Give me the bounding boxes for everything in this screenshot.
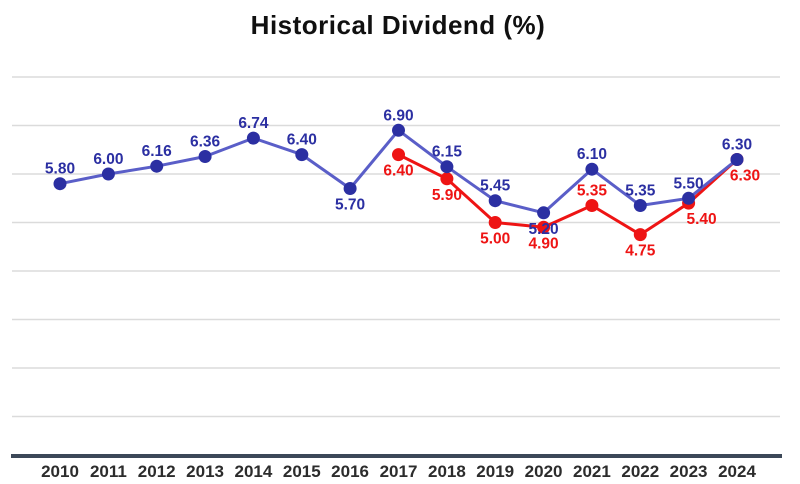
data-point-dividend-blue-2016: [343, 182, 357, 195]
series-dividend-blue: 5.80 6.00 6.16 6.36 6.74 6.40 5.70 6.90 6.15 5.45…: [45, 107, 752, 238]
data-label-dividend-red-2023: 5.40: [687, 211, 717, 228]
data-label-dividend-blue-2015: 6.40: [287, 132, 317, 149]
data-point-dividend-red-2017: [392, 148, 405, 162]
data-point-dividend-blue-2023: [682, 191, 696, 205]
data-point-dividend-blue-2014: [246, 131, 260, 145]
data-label-dividend-blue-2014: 6.74: [238, 115, 269, 132]
series-dividend-red: 6.40 5.90 5.00 4.90 5.35 4.75 5.40 6.30: [383, 148, 760, 260]
data-point-dividend-blue-2010: [53, 177, 67, 191]
data-label-dividend-red-2017: 6.40: [383, 163, 413, 180]
data-label-dividend-blue-2021: 6.10: [577, 146, 607, 163]
x-tick-2022: 2022: [621, 462, 659, 481]
x-tick-2013: 2013: [186, 462, 224, 481]
x-tick-2023: 2023: [670, 462, 708, 481]
gridlines: [12, 76, 780, 418]
data-point-dividend-blue-2015: [295, 148, 309, 162]
chart-title: Historical Dividend (%): [251, 10, 546, 40]
data-point-dividend-blue-2012: [150, 159, 164, 173]
data-label-dividend-blue-2023: 5.50: [674, 175, 704, 192]
data-point-dividend-red-2018: [440, 172, 454, 186]
data-label-dividend-blue-2012: 6.16: [142, 143, 173, 160]
data-point-dividend-red-2022: [633, 228, 647, 242]
data-label-dividend-blue-2013: 6.36: [190, 134, 221, 151]
x-tick-2024: 2024: [718, 462, 756, 481]
x-tick-2021: 2021: [573, 462, 611, 481]
line-dividend-red: [397, 153, 739, 237]
x-tick-2014: 2014: [234, 462, 272, 481]
data-point-dividend-blue-2020: [537, 206, 551, 220]
data-label-dividend-blue-2017: 6.90: [383, 107, 413, 124]
x-tick-2011: 2011: [90, 462, 127, 481]
data-point-dividend-red-2021: [585, 199, 599, 212]
data-label-dividend-blue-2010: 5.80: [45, 161, 75, 178]
data-label-dividend-red-2022: 4.75: [625, 243, 656, 260]
x-tick-2019: 2019: [476, 462, 514, 481]
x-tick-2012: 2012: [138, 462, 176, 481]
data-label-dividend-red-2021: 5.35: [577, 183, 608, 200]
data-point-dividend-blue-2013: [198, 150, 212, 163]
data-label-dividend-red-2019: 5.00: [480, 231, 510, 248]
x-tick-2015: 2015: [283, 462, 321, 481]
data-point-dividend-blue-2021: [585, 162, 599, 176]
x-tick-2018: 2018: [428, 462, 466, 481]
data-point-dividend-red-2019: [488, 216, 502, 229]
data-point-dividend-blue-2018: [440, 160, 454, 174]
x-axis-labels: 2010 2011 2012 2013 2014 2015 2016 2017 2018 2019…: [41, 462, 756, 481]
data-point-dividend-blue-2011: [101, 167, 115, 181]
x-tick-2020: 2020: [525, 462, 563, 481]
x-tick-2017: 2017: [380, 462, 418, 481]
x-tick-2010: 2010: [41, 462, 79, 481]
data-label-dividend-blue-2020: 5.20: [529, 221, 559, 238]
data-label-dividend-blue-2024: 6.30: [722, 137, 752, 154]
data-point-dividend-blue-2024: [730, 153, 744, 166]
data-label-dividend-red-2024: 6.30: [730, 168, 760, 185]
data-label-dividend-red-2018: 5.90: [432, 187, 462, 204]
data-label-dividend-blue-2022: 5.35: [625, 183, 656, 200]
data-label-dividend-blue-2016: 5.70: [335, 197, 365, 214]
data-label-dividend-blue-2011: 6.00: [93, 151, 123, 168]
data-series: 6.40 5.90 5.00 4.90 5.35 4.75 5.40 6.30 5.80 6.00…: [45, 107, 760, 259]
x-tick-2016: 2016: [331, 462, 369, 481]
data-label-dividend-blue-2018: 6.15: [432, 144, 463, 161]
data-point-dividend-blue-2022: [633, 199, 647, 212]
data-point-dividend-red-2020: [537, 220, 551, 234]
data-label-dividend-red-2020: 4.90: [529, 235, 559, 252]
data-point-dividend-blue-2017: [392, 123, 405, 137]
data-point-dividend-blue-2019: [488, 194, 502, 208]
data-label-dividend-blue-2019: 5.45: [480, 178, 511, 195]
